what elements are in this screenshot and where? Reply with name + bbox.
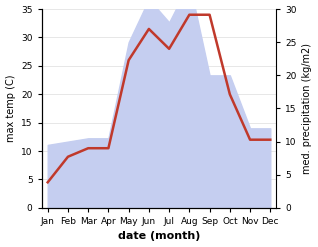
X-axis label: date (month): date (month) xyxy=(118,231,200,242)
Y-axis label: med. precipitation (kg/m2): med. precipitation (kg/m2) xyxy=(302,43,313,174)
Y-axis label: max temp (C): max temp (C) xyxy=(5,75,16,142)
